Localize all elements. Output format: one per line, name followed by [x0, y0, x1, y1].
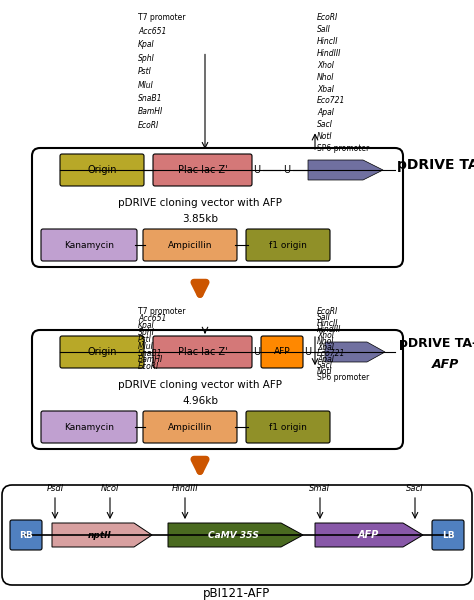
FancyArrow shape [52, 523, 152, 547]
Text: ApaI: ApaI [317, 355, 334, 364]
Text: pDRIVE TA: pDRIVE TA [397, 158, 474, 172]
FancyArrow shape [168, 523, 303, 547]
FancyBboxPatch shape [261, 336, 303, 368]
FancyBboxPatch shape [143, 411, 237, 443]
Text: U: U [254, 165, 261, 175]
Text: SacI: SacI [317, 361, 333, 370]
Text: BamHI: BamHI [138, 355, 163, 364]
FancyBboxPatch shape [60, 154, 144, 186]
Text: PsdI: PsdI [46, 484, 64, 493]
FancyBboxPatch shape [432, 520, 464, 550]
Text: SP6 promoter: SP6 promoter [317, 143, 369, 152]
FancyBboxPatch shape [153, 336, 252, 368]
Text: HindIII: HindIII [317, 325, 341, 334]
Text: Acc651: Acc651 [138, 314, 166, 323]
Text: U: U [283, 165, 291, 175]
Text: LB: LB [442, 530, 454, 539]
FancyBboxPatch shape [246, 229, 330, 261]
Text: EcoRI: EcoRI [317, 13, 338, 22]
Text: f1 origin: f1 origin [269, 422, 307, 431]
Text: 3.85kb: 3.85kb [182, 214, 218, 224]
Text: AFP: AFP [431, 358, 459, 370]
Text: AFP: AFP [273, 347, 290, 356]
FancyBboxPatch shape [153, 154, 252, 186]
Text: ApaI: ApaI [317, 108, 334, 117]
Text: HindIII: HindIII [317, 49, 341, 58]
Text: SphI: SphI [138, 54, 155, 63]
Text: XbaI: XbaI [317, 85, 334, 94]
Text: NotI: NotI [317, 367, 333, 376]
FancyBboxPatch shape [143, 229, 237, 261]
FancyArrow shape [308, 160, 383, 180]
Text: SphI: SphI [138, 328, 155, 337]
Text: NhoI: NhoI [317, 73, 335, 82]
Text: EcoRI: EcoRI [138, 121, 159, 130]
Text: KpaI: KpaI [138, 40, 155, 49]
FancyBboxPatch shape [10, 520, 42, 550]
Text: SacI: SacI [406, 484, 424, 493]
Text: PstI: PstI [138, 335, 152, 344]
Text: Ampicillin: Ampicillin [168, 241, 212, 250]
Text: Eco721: Eco721 [317, 97, 346, 106]
Text: CaMV 35S: CaMV 35S [208, 530, 258, 539]
Text: Kanamycin: Kanamycin [64, 241, 114, 250]
FancyBboxPatch shape [246, 411, 330, 443]
Text: pDRIVE cloning vector with AFP: pDRIVE cloning vector with AFP [118, 197, 282, 208]
Text: SalI: SalI [317, 25, 331, 34]
Text: SacI: SacI [317, 120, 333, 129]
Text: EcoRI: EcoRI [317, 307, 338, 317]
Text: KpaI: KpaI [138, 321, 155, 330]
Text: XbaI: XbaI [317, 343, 334, 352]
Text: EcoRI: EcoRI [138, 362, 159, 371]
Text: MluI: MluI [138, 80, 154, 89]
Text: AFP: AFP [357, 530, 379, 540]
Text: T7 promoter: T7 promoter [138, 13, 185, 22]
FancyArrow shape [315, 523, 423, 547]
Text: SalI: SalI [317, 313, 331, 322]
Text: MluI: MluI [138, 342, 154, 351]
Text: HindIII: HindIII [172, 484, 199, 493]
Text: HincII: HincII [317, 319, 338, 328]
Text: Origin: Origin [87, 347, 117, 357]
FancyBboxPatch shape [60, 336, 144, 368]
Text: Acc651: Acc651 [138, 27, 166, 36]
Text: SnaB1: SnaB1 [138, 349, 163, 358]
Text: T7 promoter: T7 promoter [138, 307, 185, 317]
Text: Plac lac Z': Plac lac Z' [178, 347, 228, 357]
Text: Origin: Origin [87, 165, 117, 175]
FancyBboxPatch shape [41, 229, 137, 261]
Text: Eco721: Eco721 [317, 349, 346, 358]
Text: SmaI: SmaI [310, 484, 330, 493]
Text: XhoI: XhoI [317, 61, 334, 70]
Text: U: U [254, 347, 261, 357]
Text: NotI: NotI [317, 132, 333, 141]
Text: Plac lac Z': Plac lac Z' [178, 165, 228, 175]
Text: XhoI: XhoI [317, 331, 334, 340]
Text: RB: RB [19, 530, 33, 539]
Text: Kanamycin: Kanamycin [64, 422, 114, 431]
Text: 4.96kb: 4.96kb [182, 397, 218, 407]
Text: HincII: HincII [317, 37, 338, 46]
Text: NcoI: NcoI [101, 484, 119, 493]
Text: pDRIVE cloning vector with AFP: pDRIVE cloning vector with AFP [118, 379, 282, 389]
Text: f1 origin: f1 origin [269, 241, 307, 250]
Text: PstI: PstI [138, 67, 152, 76]
FancyBboxPatch shape [41, 411, 137, 443]
Text: pBI121-AFP: pBI121-AFP [203, 587, 271, 600]
Text: NhoI: NhoI [317, 337, 335, 346]
Text: Ampicillin: Ampicillin [168, 422, 212, 431]
FancyArrow shape [325, 342, 385, 362]
Text: U: U [304, 347, 311, 357]
Text: nptII: nptII [88, 530, 112, 539]
Text: SP6 promoter: SP6 promoter [317, 373, 369, 382]
Text: SnaB1: SnaB1 [138, 94, 163, 103]
Text: BamHI: BamHI [138, 107, 163, 116]
Text: pDRIVE TA-: pDRIVE TA- [399, 337, 474, 350]
